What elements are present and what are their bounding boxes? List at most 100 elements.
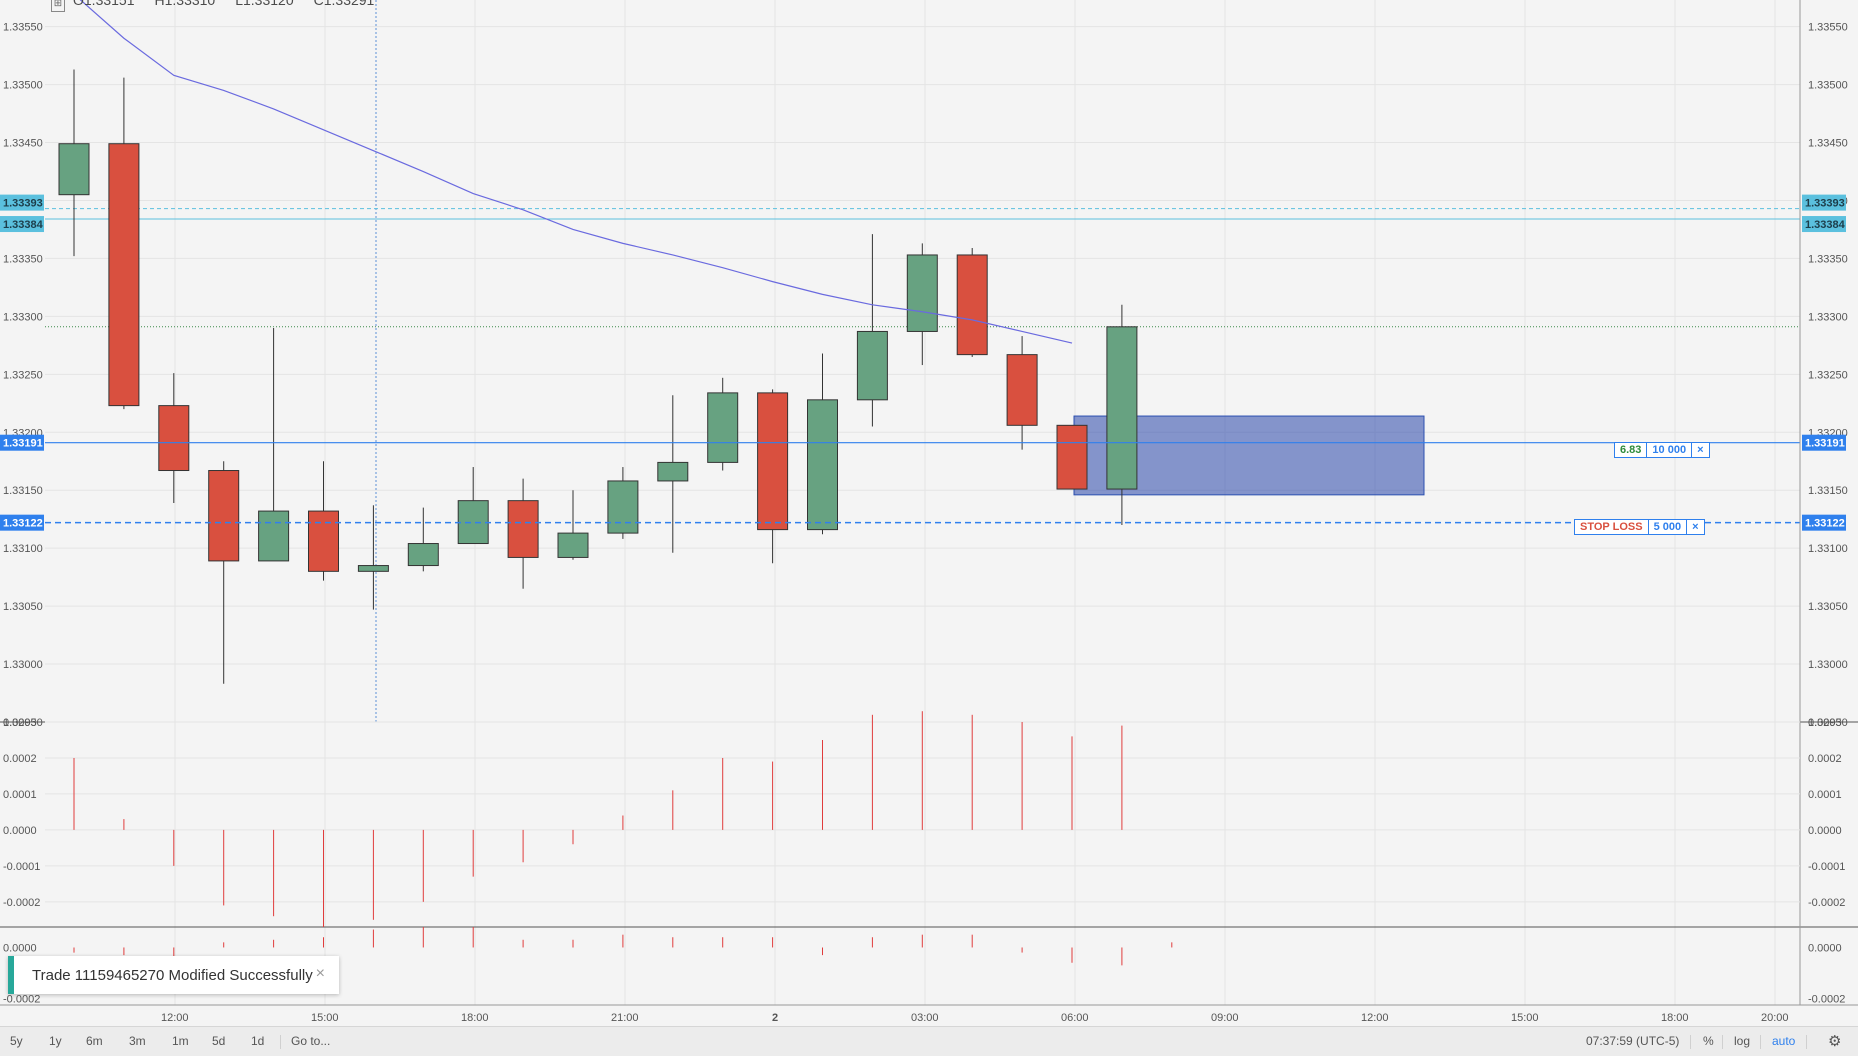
range-5d-button[interactable]: 5d	[212, 1034, 226, 1048]
time-label: 18:00	[461, 1012, 489, 1024]
range-5y-button[interactable]: 5y	[10, 1034, 23, 1048]
price-tag-right-384-bg	[1802, 216, 1846, 233]
time-label: 15:00	[1511, 1012, 1539, 1024]
price-tick-left: 1.33000	[3, 659, 43, 671]
price-tag-right-122: 1.33122	[1805, 518, 1845, 530]
stop-loss-size: 5 000	[1649, 520, 1688, 534]
time-label: 12:00	[161, 1012, 189, 1024]
osc2-tick-right: -0.0002	[1808, 994, 1845, 1006]
ohlc-low: L1.33120	[235, 0, 294, 8]
price-tick-left: 1.33050	[3, 601, 43, 613]
osc2-tick-left: 0.0000	[3, 942, 37, 954]
candle-up	[807, 399, 838, 531]
price-tick-left: 1.33350	[3, 253, 43, 265]
price-tick-right: 1.33000	[1808, 659, 1848, 671]
stop-loss-tag[interactable]: STOP LOSS 5 000 ×	[1574, 519, 1705, 535]
price-tag-right-122-bg	[1802, 514, 1846, 531]
osc1-tick-left: 0.0003	[3, 717, 37, 729]
price-tick-right: 1.32950	[1808, 717, 1848, 729]
price-tag-right-384: 1.33384	[1805, 219, 1846, 231]
price-tag-left-191-bg	[0, 434, 44, 451]
range-1y-button[interactable]: 1y	[49, 1034, 62, 1048]
candle-down	[158, 405, 190, 472]
price-tick-left: 1.33450	[3, 138, 43, 150]
moving-average-line	[79, 0, 1073, 344]
osc1-tick-right: 0.0001	[1808, 789, 1842, 801]
trading-chart[interactable]: 1.33550 1.33550 1.33500 1.33500 1.33450 1.334…	[0, 0, 1858, 1026]
divider	[1690, 1035, 1691, 1049]
close-stop-loss-icon[interactable]: ×	[1692, 521, 1699, 533]
ohlc-open: O1.33151	[73, 0, 135, 8]
position-pnl: 6.83	[1615, 443, 1648, 457]
divider	[1806, 1035, 1807, 1049]
price-tick-left: 1.33100	[3, 543, 43, 555]
range-3m-button[interactable]: 3m	[129, 1034, 146, 1048]
candle-down	[757, 392, 789, 531]
price-tick-left: 1.33250	[3, 369, 43, 381]
price-tick-right: 1.33100	[1808, 543, 1848, 555]
price-tick-right: 1.33350	[1808, 253, 1848, 265]
candle-down	[208, 470, 240, 562]
auto-toggle[interactable]: auto	[1772, 1034, 1796, 1048]
candle-up	[1106, 326, 1138, 490]
time-label: 15:00	[311, 1012, 339, 1024]
settings-gear-icon[interactable]: ⚙	[1828, 1033, 1842, 1050]
percent-toggle[interactable]: %	[1703, 1034, 1714, 1048]
osc1-tick-left: 0.0001	[3, 789, 37, 801]
ohlc-high: H1.33310	[154, 0, 216, 8]
legend-toggle-icon[interactable]: ⊞	[51, 0, 65, 12]
bottom-toolbar: 5y 1y 6m 3m 1m 5d 1d Go to... 07:37:59 (…	[0, 1026, 1858, 1056]
price-tag-right-191-bg	[1802, 434, 1846, 451]
clock: 07:37:59 (UTC-5)	[1586, 1034, 1680, 1048]
goto-button[interactable]: Go to...	[291, 1034, 331, 1048]
price-tick-left: 1.33150	[3, 485, 43, 497]
price-tick-left: 1.33550	[3, 22, 43, 34]
candle-up	[607, 480, 639, 534]
candle-down	[108, 143, 140, 407]
toast-message: Trade 11159465270 Modified Successfully	[32, 966, 313, 984]
candle-down	[1006, 354, 1038, 426]
candle-down	[308, 510, 339, 572]
osc1-tick-left: -0.0002	[3, 897, 40, 909]
osc2-tick-left: -0.0002	[3, 994, 40, 1006]
price-tick-left: 1.33500	[3, 80, 43, 92]
ohlc-legend: ⊞ O1.33151 H1.33310 L1.33120 C1.33291	[51, 0, 374, 12]
price-tag-left-384: 1.33384	[3, 219, 44, 231]
price-tick-left: 1.33300	[3, 311, 43, 323]
price-tick-right: 1.33050	[1808, 601, 1848, 613]
candle-up	[557, 532, 589, 558]
stop-loss-label: STOP LOSS	[1575, 520, 1649, 534]
osc1-tick-left: 0.0000	[3, 825, 37, 837]
time-label: 09:00	[1211, 1012, 1239, 1024]
price-tag-right-191: 1.33191	[1805, 438, 1845, 450]
ohlc-close: C1.33291	[313, 0, 375, 8]
price-tag-left-393-bg	[0, 194, 44, 211]
price-tag-left-191: 1.33191	[3, 438, 43, 450]
price-tag-left-384-bg	[0, 216, 44, 233]
candle-down	[956, 254, 988, 356]
price-tag-left-122: 1.33122	[3, 518, 43, 530]
position-tag[interactable]: 6.83 10 000 ×	[1614, 442, 1710, 458]
time-label: 06:00	[1061, 1012, 1089, 1024]
candle-up	[657, 461, 689, 482]
osc1-tick-left: 0.0002	[3, 753, 37, 765]
price-tag-right-393: 1.33393	[1805, 198, 1845, 210]
price-tick-right: 1.33500	[1808, 80, 1848, 92]
osc2-tick-right: 0.0000	[1808, 942, 1842, 954]
price-tag-left-122-bg	[0, 514, 44, 531]
price-tick-right: 1.33300	[1808, 311, 1848, 323]
range-1m-button[interactable]: 1m	[172, 1034, 189, 1048]
candle-up	[707, 392, 739, 463]
time-label: 12:00	[1361, 1012, 1389, 1024]
price-tick-right: 1.33150	[1808, 485, 1848, 497]
toast-close-icon[interactable]: ×	[315, 965, 325, 982]
range-6m-button[interactable]: 6m	[86, 1034, 103, 1048]
price-tick-right: 1.33550	[1808, 22, 1848, 34]
candle-up	[407, 543, 439, 567]
time-label: 03:00	[911, 1012, 939, 1024]
divider	[280, 1035, 281, 1049]
log-toggle[interactable]: log	[1734, 1034, 1751, 1048]
candle-down	[507, 500, 539, 558]
close-position-icon[interactable]: ×	[1697, 444, 1704, 456]
range-1d-button[interactable]: 1d	[251, 1034, 265, 1048]
